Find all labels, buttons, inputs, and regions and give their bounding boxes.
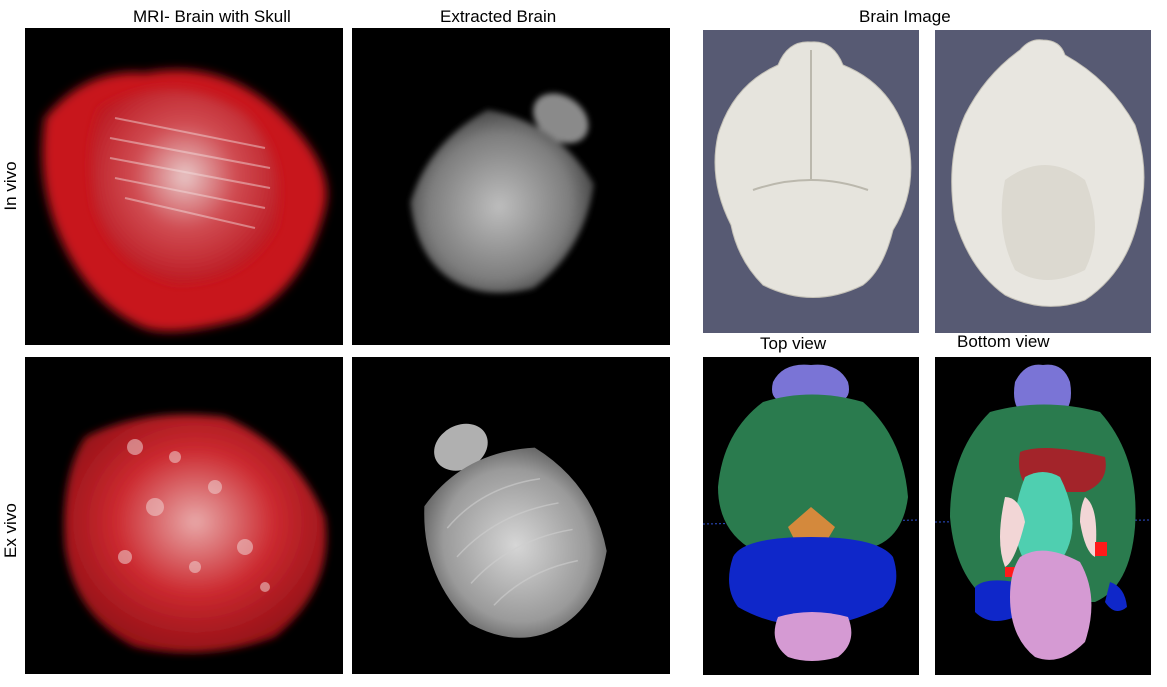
segmented-bottom-render [935, 364, 1151, 660]
ex-vivo-skull-render [64, 414, 327, 653]
view-label-top: Top view [760, 334, 827, 353]
surface-bottom-render [951, 39, 1145, 307]
panel-ex-vivo-skull [25, 357, 343, 674]
row-label-ex-vivo: Ex vivo [1, 503, 20, 558]
panel-in-vivo-extracted [352, 28, 670, 345]
view-label-bottom: Bottom view [957, 332, 1050, 351]
panel-surface-bottom [935, 30, 1151, 333]
panel-segmented-bottom [935, 357, 1151, 675]
in-vivo-skull-render [42, 70, 327, 332]
column-title-brain-image: Brain Image [859, 7, 951, 26]
panel-surface-top [703, 30, 919, 333]
panel-in-vivo-skull [25, 28, 343, 345]
surface-top-render [714, 41, 912, 298]
in-vivo-extracted-render [410, 93, 594, 293]
panel-ex-vivo-extracted [352, 357, 670, 674]
ex-vivo-extracted-render [424, 423, 607, 638]
panel-segmented-top [703, 357, 919, 675]
row-label-in-vivo: In vivo [1, 161, 20, 211]
column-title-skull: MRI- Brain with Skull [133, 7, 291, 26]
segmented-top-render [703, 364, 919, 661]
column-title-extracted: Extracted Brain [440, 7, 557, 26]
